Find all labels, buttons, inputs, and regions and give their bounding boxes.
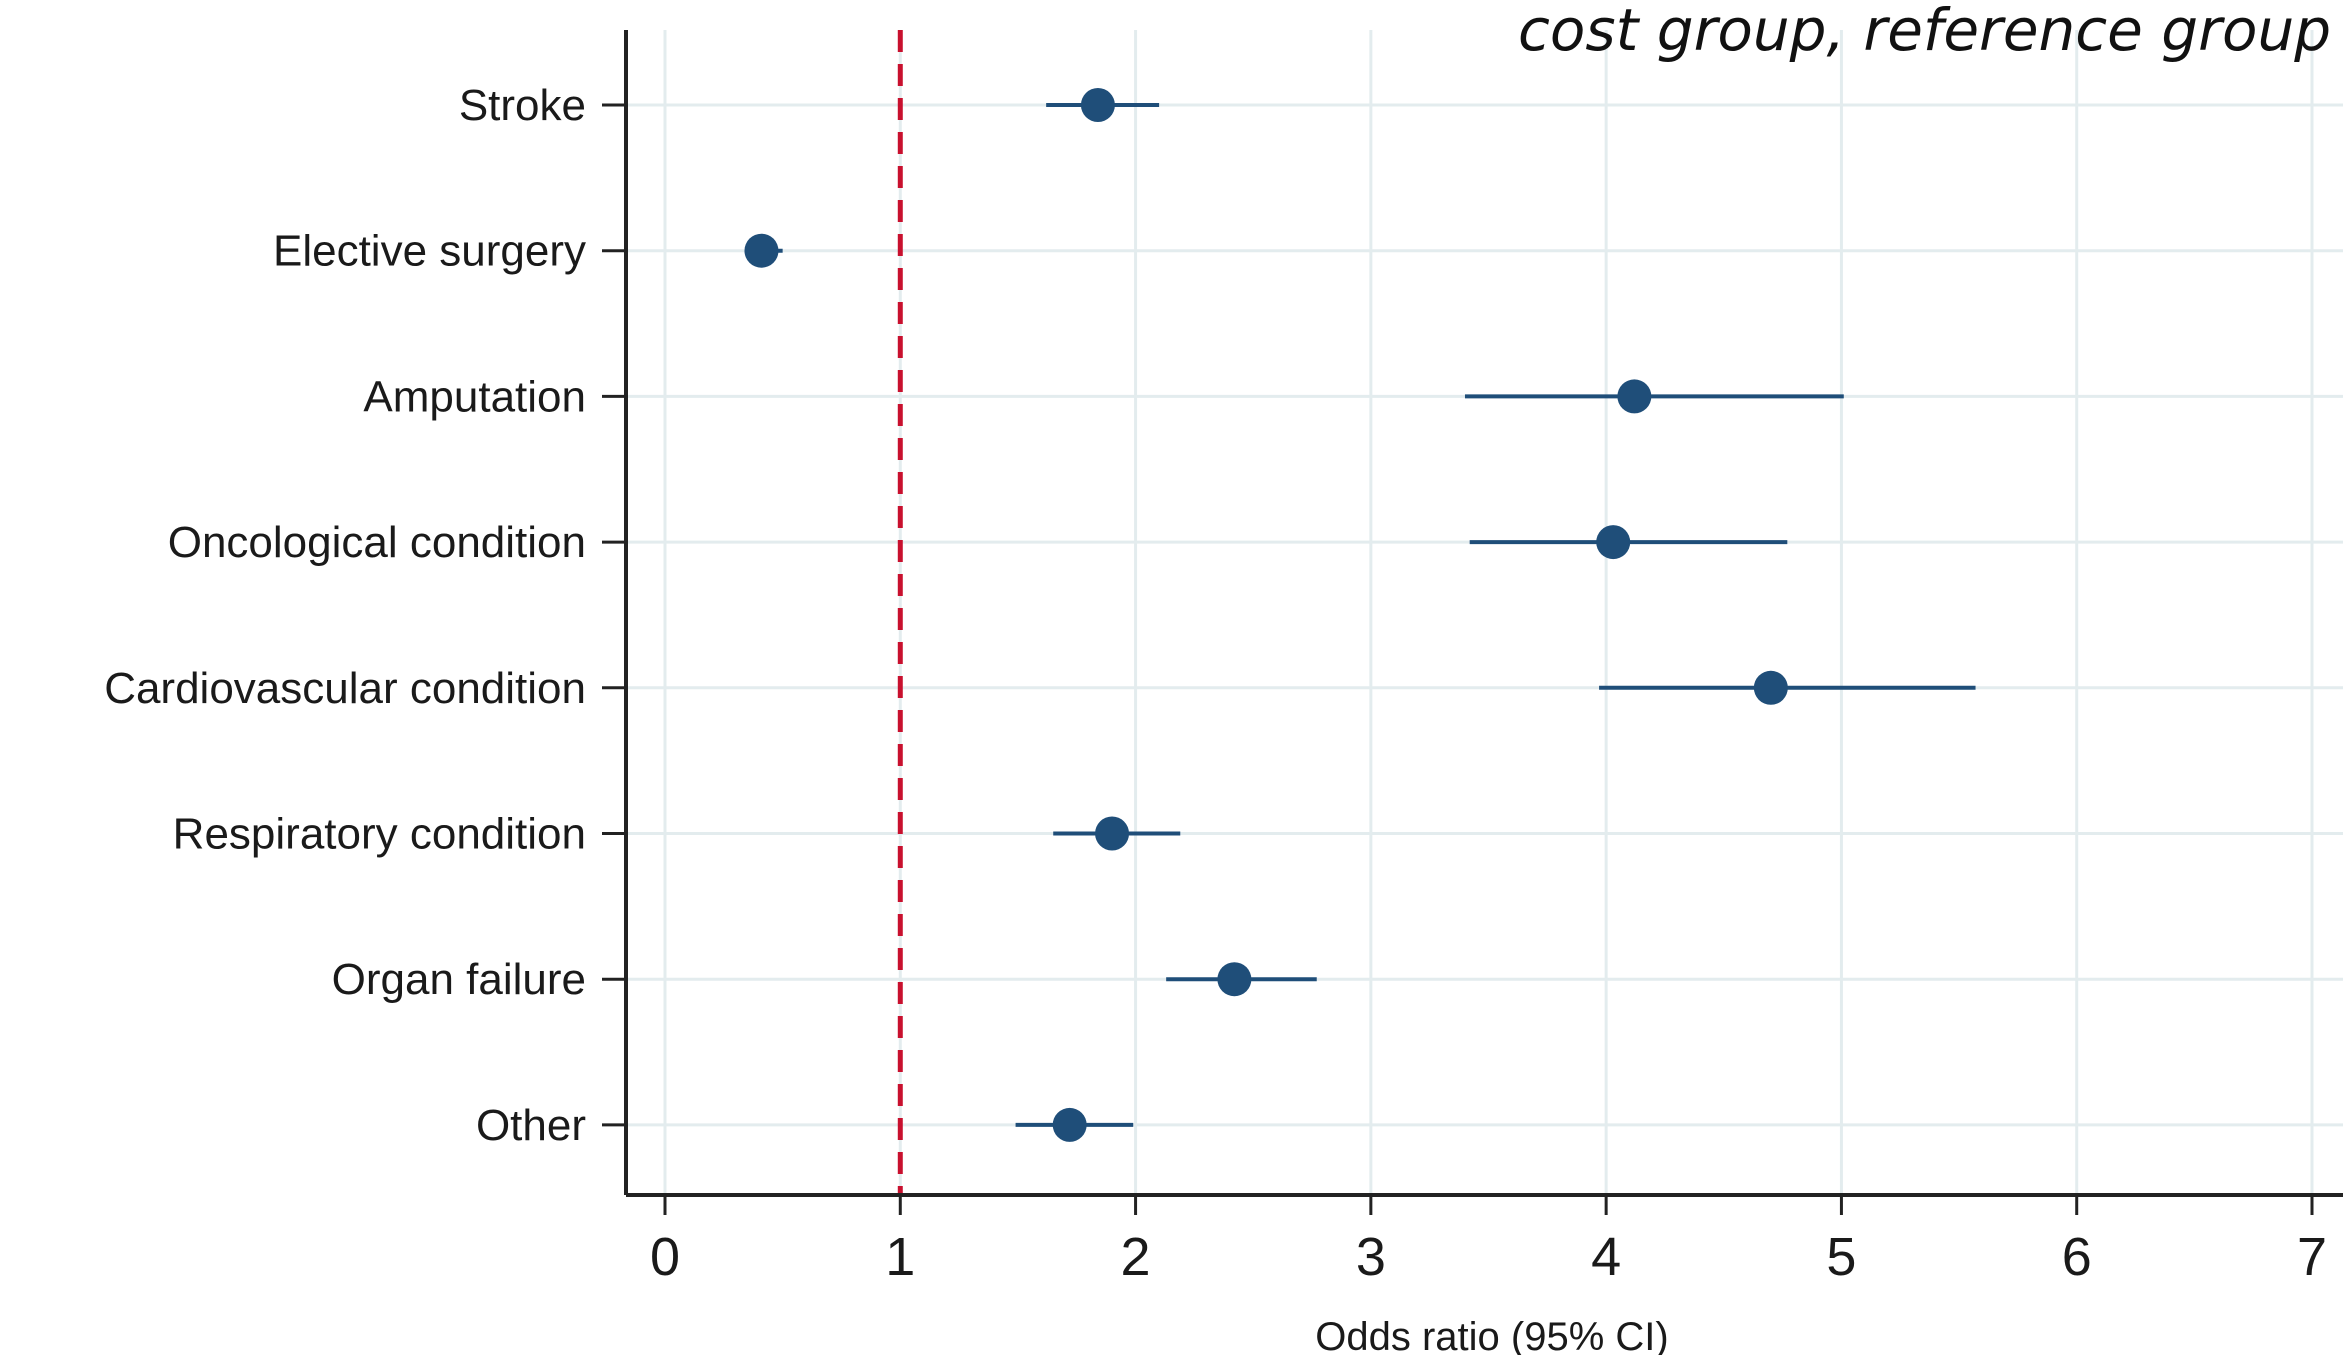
estimate-point [1753, 670, 1788, 705]
x-tick-label: 2 [1121, 1227, 1151, 1287]
x-tick-label: 6 [2062, 1227, 2092, 1287]
grid-layer [626, 30, 2343, 1195]
estimate-point [744, 233, 779, 268]
category-label: Organ failure [332, 955, 586, 1004]
corner-note: cost group, reference group [1518, 0, 2331, 64]
axis-layer [602, 30, 2343, 1215]
estimate-point [1617, 379, 1652, 414]
category-label: Stroke [459, 81, 586, 130]
estimate-point [1052, 1107, 1087, 1142]
category-label: Other [476, 1101, 586, 1150]
estimate-point [1080, 88, 1115, 122]
category-label: Respiratory condition [173, 810, 586, 859]
category-label: Elective surgery [273, 227, 586, 276]
estimate-point [1095, 816, 1130, 851]
x-tick-label: 4 [1591, 1227, 1621, 1287]
x-tick-label: 7 [2297, 1227, 2327, 1287]
estimate-point [1596, 525, 1631, 560]
estimate-point [1217, 962, 1252, 997]
x-tick-label: 5 [1826, 1227, 1856, 1287]
x-tick-label: 3 [1356, 1227, 1386, 1287]
marks-layer [744, 88, 1976, 1142]
x-tick-label: 0 [650, 1227, 680, 1287]
category-label: Amputation [363, 372, 586, 421]
x-tick-label: 1 [885, 1227, 915, 1287]
category-label: Oncological condition [168, 518, 586, 567]
category-label: Cardiovascular condition [104, 664, 586, 713]
x-axis-title: Odds ratio (95% CI) [1315, 1315, 1668, 1355]
label-layer: 0 1 2 3 4 5 6 7 Stroke Elective surgery Amputation… [104, 81, 2327, 1287]
